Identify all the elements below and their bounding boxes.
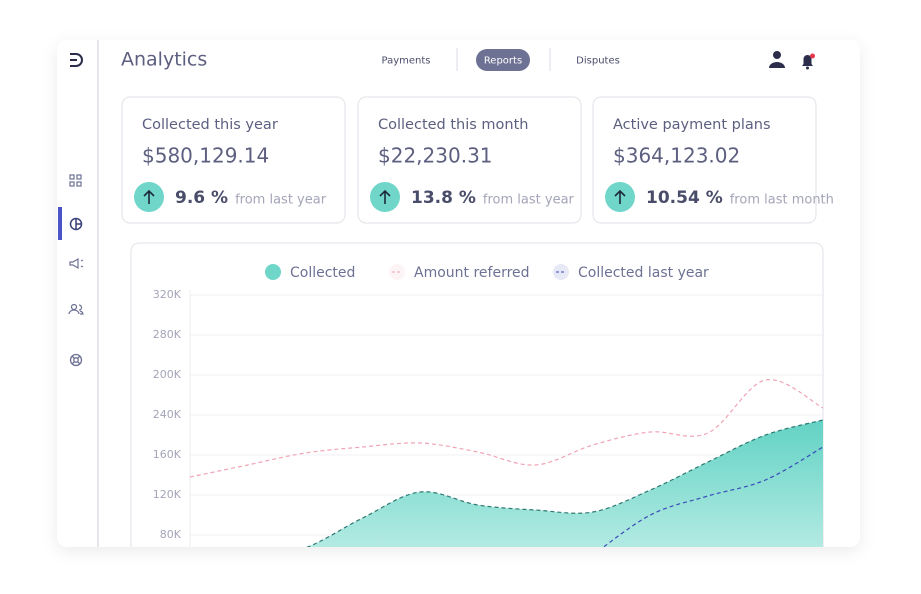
trend-arrow <box>379 189 391 204</box>
legend-label: Amount referred <box>414 265 530 281</box>
y-tick-label: 160K <box>153 448 182 461</box>
page-title: Analytics <box>121 49 207 71</box>
stat-amount: $580,129.14 <box>142 144 269 168</box>
plot <box>190 379 823 547</box>
stat-card <box>592 96 817 224</box>
nav-support[interactable] <box>69 353 83 367</box>
stat-amount: $22,230.31 <box>378 144 493 168</box>
stat-note: from last year <box>483 193 575 208</box>
stat-amount: $364,123.02 <box>613 144 740 168</box>
stat-change: 10.54 % <box>646 188 723 208</box>
tab[interactable]: Reports <box>484 56 522 67</box>
stat-label: Collected this month <box>378 117 529 133</box>
stat-change: 9.6 % <box>175 188 228 208</box>
line <box>190 379 823 478</box>
y-tick-label: 80K <box>160 528 182 541</box>
user-icon[interactable] <box>769 51 785 68</box>
y-tick-label: 240K <box>153 408 182 421</box>
legend-swatch <box>265 264 281 280</box>
stat-label: Active payment plans <box>613 117 771 133</box>
stat-label: Collected this year <box>142 117 278 133</box>
active-indicator <box>58 207 62 240</box>
y-tick-label: 200K <box>153 368 182 381</box>
legend-label: Collected last year <box>578 265 709 281</box>
tab-active-bg <box>476 49 530 71</box>
logo <box>70 53 83 67</box>
y-tick-label: 280K <box>153 328 182 341</box>
line <box>305 419 823 547</box>
stat-card <box>121 96 346 224</box>
tab[interactable]: Payments <box>382 56 431 67</box>
line <box>602 446 823 547</box>
tab[interactable]: Disputes <box>576 56 620 67</box>
trend-arrow <box>143 189 155 204</box>
nav-users[interactable] <box>68 303 84 315</box>
y-tick-label: 320K <box>153 288 182 301</box>
nav-dashboard[interactable] <box>69 174 82 187</box>
trend-arrow <box>614 189 626 204</box>
nav-analytics[interactable] <box>69 217 83 231</box>
nav-campaigns[interactable] <box>69 257 84 270</box>
stat-card <box>357 96 582 224</box>
stat-note: from last year <box>235 193 327 208</box>
y-tick-label: 120K <box>153 488 182 501</box>
stat-change: 13.8 % <box>411 188 476 208</box>
area <box>307 420 823 547</box>
notification-icon[interactable] <box>802 53 815 70</box>
stat-note: from last month <box>730 193 834 208</box>
legend-label: Collected <box>290 265 355 281</box>
